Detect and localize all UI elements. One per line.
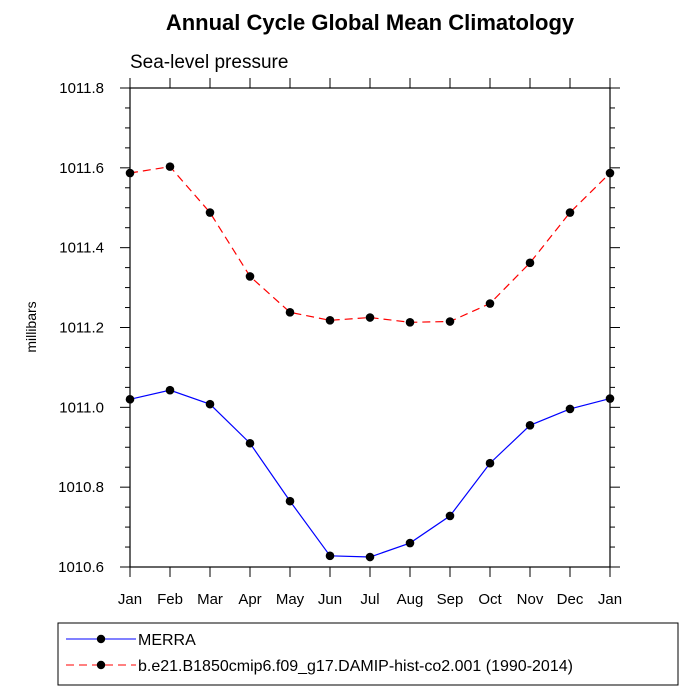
series-0-point (205, 399, 215, 409)
chart-subtitle: Sea-level pressure (130, 52, 288, 73)
series-1-point (165, 162, 175, 171)
series-0-point (245, 438, 255, 448)
plot-frame (129, 87, 611, 568)
x-tick-label: Dec (557, 591, 584, 608)
series-0-point (125, 395, 135, 404)
y-tick-label: 1010.6 (58, 559, 104, 576)
series-line-0 (129, 389, 611, 558)
series-line-1 (129, 165, 611, 323)
series-1-point (205, 208, 215, 217)
series-0-point (565, 404, 575, 414)
legend-label-model: b.e21.B1850cmip6.f09_g17.DAMIP-hist-co2.… (138, 658, 573, 675)
series-0-point (325, 551, 335, 561)
y-tick-label: 1011.0 (59, 399, 104, 416)
series-1-point (365, 313, 375, 322)
x-tick-label: Apr (238, 591, 261, 608)
x-tick-label: Aug (397, 591, 424, 608)
y-tick-label: 1011.2 (59, 320, 104, 337)
y-axis-label: millibars (23, 301, 39, 352)
series-1-point (445, 317, 455, 326)
series-0-point (165, 385, 175, 395)
x-tick-label: May (276, 591, 305, 608)
x-tick-label: Nov (517, 591, 544, 608)
series-1-point (605, 168, 615, 178)
x-tick-label: Sep (437, 591, 464, 608)
x-tick-label: Oct (478, 591, 502, 608)
x-tick-label: Jul (360, 591, 379, 608)
x-tick-label: Jan (118, 591, 142, 608)
series-0-point (405, 538, 415, 548)
series-1-point (125, 168, 135, 178)
x-tick-label: Mar (197, 591, 223, 608)
legend-marker-merra (96, 634, 106, 644)
series-1-point (325, 316, 335, 325)
series-0-point (365, 552, 375, 562)
x-tick-label: Feb (157, 591, 183, 608)
legend-box (57, 622, 679, 686)
legend: MERRA b.e21.B1850cmip6.f09_g17.DAMIP-his… (57, 622, 679, 686)
series-0-point (525, 420, 535, 430)
series-1-point (485, 299, 495, 308)
y-tick-label: 1011.6 (59, 160, 104, 177)
series-1-point (525, 258, 535, 268)
chart-title: Annual Cycle Global Mean Climatology (166, 10, 575, 35)
series-1-point (405, 318, 415, 327)
series-0-point (485, 458, 495, 468)
x-tick-label: Jun (318, 591, 342, 608)
plot-area: 1010.6 1010.8 1011.0 1011.2 1011.4 1011.6 1011… (58, 78, 622, 608)
x-tick-label: Jan (598, 591, 622, 608)
y-tick-label: 1011.8 (59, 80, 104, 97)
legend-marker-model (96, 660, 106, 670)
y-tick-label: 1010.8 (58, 479, 104, 496)
series-0-point (285, 496, 295, 506)
legend-label-merra: MERRA (138, 632, 196, 649)
series-1-point (285, 308, 295, 317)
series-1-point (245, 272, 255, 281)
series-0-point (605, 394, 615, 403)
y-tick-label: 1011.4 (59, 240, 104, 257)
series-1-point (565, 208, 575, 217)
series-0-point (445, 511, 455, 521)
